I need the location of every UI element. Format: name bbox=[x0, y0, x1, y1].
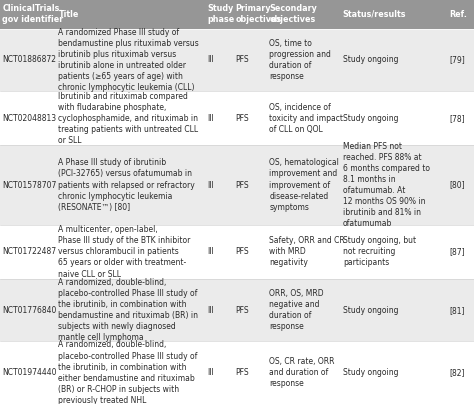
Bar bbox=[340, 91, 447, 145]
Bar bbox=[447, 91, 474, 145]
Bar bbox=[267, 341, 340, 404]
Text: III: III bbox=[208, 114, 215, 123]
Text: PFS: PFS bbox=[235, 247, 249, 257]
Bar bbox=[0, 145, 56, 225]
Bar bbox=[205, 279, 233, 341]
Bar bbox=[0, 341, 56, 404]
Text: Study ongoing, but
not recruiting
participants: Study ongoing, but not recruiting partic… bbox=[343, 236, 416, 267]
Bar bbox=[56, 0, 205, 29]
Text: PFS: PFS bbox=[235, 368, 249, 377]
Text: PFS: PFS bbox=[235, 114, 249, 123]
Text: OS, CR rate, ORR
and duration of
response: OS, CR rate, ORR and duration of respons… bbox=[269, 357, 335, 388]
Text: A Phase III study of ibrutinib
(PCI-32765) versus ofatumumab in
patients with re: A Phase III study of ibrutinib (PCI-3276… bbox=[58, 158, 195, 212]
Bar bbox=[233, 29, 267, 91]
Bar bbox=[56, 279, 205, 341]
Text: Study ongoing: Study ongoing bbox=[343, 114, 398, 123]
Bar bbox=[447, 279, 474, 341]
Text: Study ongoing: Study ongoing bbox=[343, 55, 398, 65]
Bar bbox=[0, 0, 56, 29]
Text: III: III bbox=[208, 55, 215, 65]
Bar bbox=[267, 91, 340, 145]
Bar bbox=[267, 29, 340, 91]
Bar bbox=[205, 91, 233, 145]
Bar bbox=[205, 225, 233, 279]
Text: OS, hematological
improvement and
improvement of
disease-related
symptoms: OS, hematological improvement and improv… bbox=[269, 158, 339, 212]
Text: NCT01974440: NCT01974440 bbox=[2, 368, 57, 377]
Text: A randomized, double-blind,
placebo-controlled Phase III study of
the ibrutinib,: A randomized, double-blind, placebo-cont… bbox=[58, 341, 198, 404]
Text: PFS: PFS bbox=[235, 55, 249, 65]
Bar bbox=[267, 279, 340, 341]
Text: Secondary
objectives: Secondary objectives bbox=[269, 4, 317, 24]
Text: OS, incidence of
toxicity and impact
of CLL on QOL: OS, incidence of toxicity and impact of … bbox=[269, 103, 343, 134]
Text: III: III bbox=[208, 181, 215, 189]
Bar bbox=[205, 145, 233, 225]
Bar bbox=[233, 0, 267, 29]
Bar bbox=[233, 341, 267, 404]
Bar bbox=[233, 279, 267, 341]
Text: Study ongoing: Study ongoing bbox=[343, 368, 398, 377]
Bar bbox=[340, 225, 447, 279]
Text: [87]: [87] bbox=[449, 247, 465, 257]
Text: A multicenter, open-label,
Phase III study of the BTK inhibitor
versus chlorambu: A multicenter, open-label, Phase III stu… bbox=[58, 225, 191, 278]
Text: NCT01722487: NCT01722487 bbox=[2, 247, 56, 257]
Bar bbox=[233, 225, 267, 279]
Text: Title: Title bbox=[58, 10, 79, 19]
Bar bbox=[56, 225, 205, 279]
Text: Ref.: Ref. bbox=[449, 10, 467, 19]
Bar bbox=[447, 0, 474, 29]
Text: Study ongoing: Study ongoing bbox=[343, 306, 398, 315]
Bar bbox=[56, 29, 205, 91]
Text: PFS: PFS bbox=[235, 181, 249, 189]
Bar bbox=[205, 341, 233, 404]
Bar bbox=[447, 29, 474, 91]
Text: ClinicalTrials.
gov identifier: ClinicalTrials. gov identifier bbox=[2, 4, 64, 24]
Bar bbox=[340, 279, 447, 341]
Bar bbox=[0, 279, 56, 341]
Text: Ibrutinib and rituximab compared
with fludarabine phosphate,
cyclophosphamide, a: Ibrutinib and rituximab compared with fl… bbox=[58, 92, 199, 145]
Text: III: III bbox=[208, 306, 215, 315]
Bar bbox=[267, 225, 340, 279]
Text: NCT01886872: NCT01886872 bbox=[2, 55, 56, 65]
Text: A randomized Phase III study of
bendamustine plus rituximab versus
ibrutinib plu: A randomized Phase III study of bendamus… bbox=[58, 28, 199, 92]
Text: III: III bbox=[208, 247, 215, 257]
Bar bbox=[267, 0, 340, 29]
Bar bbox=[0, 225, 56, 279]
Bar bbox=[447, 341, 474, 404]
Bar bbox=[0, 29, 56, 91]
Bar bbox=[0, 91, 56, 145]
Text: III: III bbox=[208, 368, 215, 377]
Text: A randomized, double-blind,
placebo-controlled Phase III study of
the ibrutinib,: A randomized, double-blind, placebo-cont… bbox=[58, 278, 199, 343]
Bar bbox=[205, 0, 233, 29]
Text: ORR, OS, MRD
negative and
duration of
response: ORR, OS, MRD negative and duration of re… bbox=[269, 289, 324, 331]
Text: NCT02048813: NCT02048813 bbox=[2, 114, 56, 123]
Bar bbox=[447, 225, 474, 279]
Text: [82]: [82] bbox=[449, 368, 465, 377]
Text: Safety, ORR and CR
with MRD
negativity: Safety, ORR and CR with MRD negativity bbox=[269, 236, 345, 267]
Text: Status/results: Status/results bbox=[343, 10, 406, 19]
Bar bbox=[56, 341, 205, 404]
Text: Study
phase: Study phase bbox=[208, 4, 235, 24]
Bar bbox=[447, 145, 474, 225]
Text: [80]: [80] bbox=[449, 181, 465, 189]
Bar bbox=[340, 145, 447, 225]
Bar bbox=[56, 91, 205, 145]
Bar bbox=[233, 145, 267, 225]
Text: [78]: [78] bbox=[449, 114, 465, 123]
Text: OS, time to
progression and
duration of
response: OS, time to progression and duration of … bbox=[269, 39, 331, 81]
Text: [79]: [79] bbox=[449, 55, 465, 65]
Bar bbox=[340, 29, 447, 91]
Bar bbox=[267, 145, 340, 225]
Bar bbox=[205, 29, 233, 91]
Text: Median PFS not
reached. PFS 88% at
6 months compared to
8.1 months in
ofatumumab: Median PFS not reached. PFS 88% at 6 mon… bbox=[343, 142, 430, 228]
Bar bbox=[233, 91, 267, 145]
Bar bbox=[340, 0, 447, 29]
Text: PFS: PFS bbox=[235, 306, 249, 315]
Text: NCT01776840: NCT01776840 bbox=[2, 306, 57, 315]
Text: NCT01578707: NCT01578707 bbox=[2, 181, 57, 189]
Text: [81]: [81] bbox=[449, 306, 465, 315]
Bar bbox=[56, 145, 205, 225]
Text: Primary
objectives: Primary objectives bbox=[235, 4, 282, 24]
Bar bbox=[340, 341, 447, 404]
